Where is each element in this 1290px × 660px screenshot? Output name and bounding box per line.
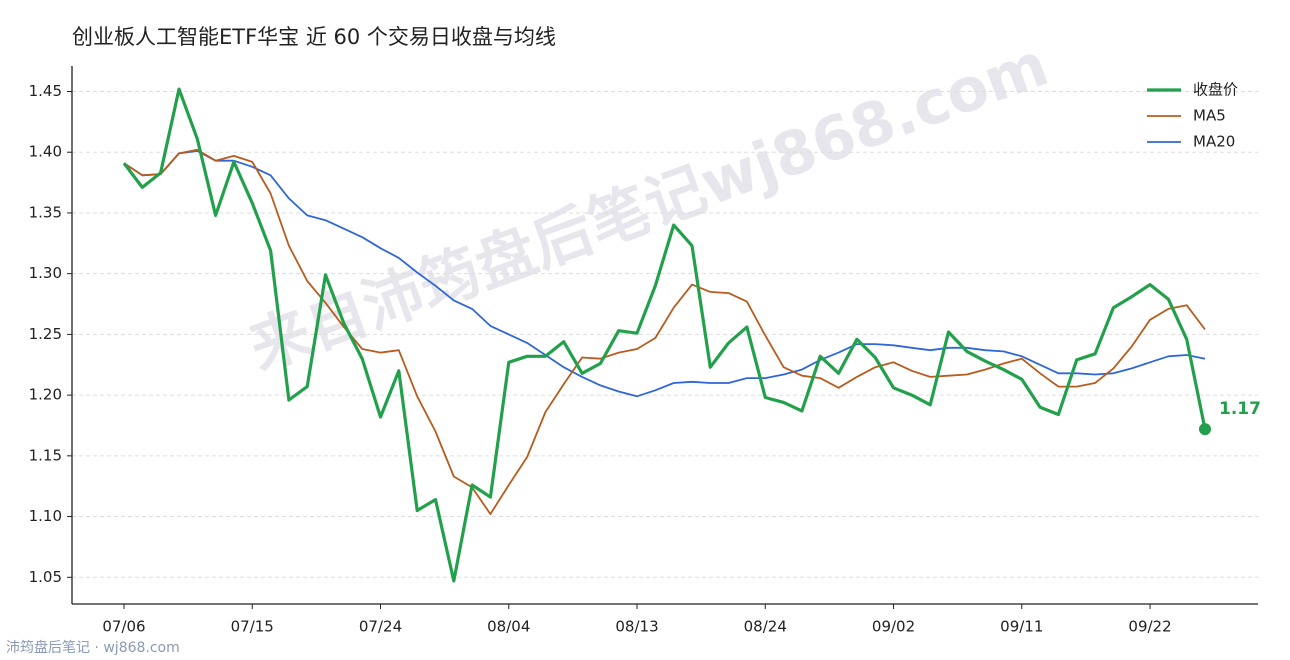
legend-label: 收盘价 (1193, 81, 1238, 99)
y-tick-label: 1.15 (29, 446, 62, 464)
data-label: 1.17 (1219, 399, 1261, 419)
y-tick-label: 1.20 (29, 386, 62, 404)
x-tick-label: 07/15 (231, 618, 274, 636)
watermark: 来自沛筠盘后笔记wj868.com (241, 30, 1057, 384)
x-tick-label: 09/02 (872, 618, 915, 636)
x-tick-label: 09/11 (1000, 618, 1043, 636)
y-tick-label: 1.35 (29, 203, 62, 221)
series-line (123, 150, 1206, 398)
series-line (123, 148, 1206, 515)
x-tick-label: 08/04 (487, 618, 530, 636)
source-note: 沛筠盘后笔记 · wj868.com (6, 639, 180, 656)
end-marker (1199, 423, 1211, 436)
x-tick-label: 07/24 (359, 618, 402, 636)
x-tick-label: 08/24 (744, 618, 787, 636)
chart-title: 创业板人工智能ETF华宝 近 60 个交易日收盘与均线 (72, 25, 556, 49)
y-tick-label: 1.10 (29, 507, 62, 525)
legend-label: MA20 (1193, 133, 1235, 151)
y-tick-label: 1.30 (29, 264, 62, 282)
legend-label: MA5 (1193, 107, 1226, 125)
y-tick-label: 1.40 (29, 143, 62, 161)
x-tick-label: 08/13 (615, 618, 658, 636)
x-tick-label: 07/06 (102, 618, 145, 636)
y-tick-label: 1.05 (29, 568, 62, 586)
y-tick-label: 1.25 (29, 325, 62, 343)
series-line (122, 87, 1207, 583)
y-tick-label: 1.45 (29, 82, 62, 100)
x-tick-label: 09/22 (1128, 618, 1171, 636)
